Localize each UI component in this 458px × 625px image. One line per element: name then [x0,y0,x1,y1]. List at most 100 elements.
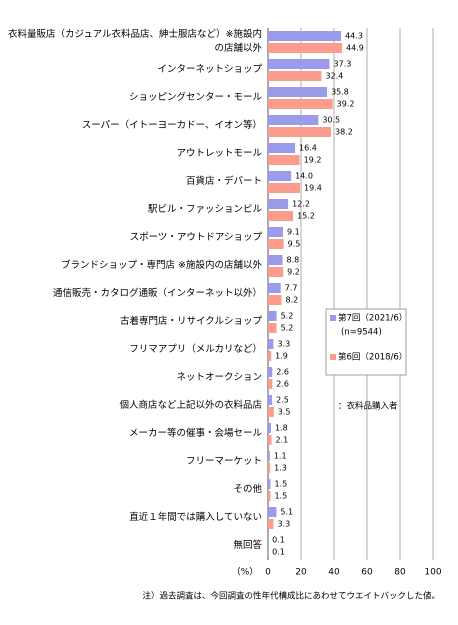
bar [268,435,272,445]
value-label: 1.9 [275,352,288,361]
bar [268,227,284,237]
value-label: 35.8 [331,88,349,97]
category-label: 衣料量販店（カジュアル衣料品店、紳士服店など）※施設内の店舗以外 [7,29,262,54]
bar [268,155,300,165]
value-label: 0.1 [272,548,285,557]
bar [268,59,330,69]
bar [268,379,273,389]
value-label: 0.1 [272,536,285,545]
value-label: 1.1 [274,452,287,461]
value-label: 9.5 [288,240,301,249]
bar [268,451,270,461]
bar [268,295,282,305]
value-label: 1.5 [274,480,287,489]
x-tick-label: 100 [424,568,441,578]
value-label: 19.4 [304,184,322,193]
value-label: 2.6 [276,380,289,389]
value-label: 37.3 [334,60,352,69]
value-label: 2.5 [276,396,289,405]
category-label: アウトレットモール [176,148,262,159]
bar [268,267,284,277]
bar [268,239,284,249]
bar [268,87,328,97]
value-label: 9.1 [287,228,300,237]
category-label: フリマアプリ（メルカリなど） [129,344,262,355]
bar [268,199,289,209]
value-label: 7.7 [285,284,298,293]
bar [268,491,271,501]
bar [268,463,271,473]
value-label: 3.5 [278,408,291,417]
bar [268,183,301,193]
bar [268,99,333,109]
bar [268,351,272,361]
category-label: 百貨店・デパート [185,176,262,187]
footnote: 注）過去調査は、今回調査の性年代構成比にあわせてウエイトバックした値。 [142,591,440,602]
x-unit: （%） [232,567,259,578]
bar [268,407,274,417]
bar [268,519,274,529]
legend-box [325,308,407,376]
bar [268,283,281,293]
bar [268,143,296,153]
bar [268,211,294,221]
category-label: ブランドショップ・専門店 ※施設内の店舗以外 [61,260,262,271]
value-label: 1.8 [275,424,288,433]
category-label: 古着専門店・リサイクルショップ [119,316,262,327]
category-label: スーパー（イトーヨーカドー、イオン等） [81,120,262,131]
category-label: その他 [233,484,262,495]
category-label: フリーマーケット [185,456,262,467]
value-label: 2.1 [275,436,288,445]
category-label: 通信販売・カタログ通販（インターネット以外） [52,288,262,299]
value-label: 5.1 [280,508,293,517]
legend-label: 第7回（2021/6） [338,313,407,324]
value-label: 44.9 [346,44,364,53]
legend-label: 第6回（2018/6） [338,352,407,363]
category-label: スポーツ・アウトドアショップ [129,232,262,243]
value-label: 2.6 [276,368,289,377]
value-label: 3.3 [277,340,290,349]
bar [268,255,283,265]
value-label: 39.2 [337,100,355,109]
bar [268,127,332,137]
bar [268,507,277,517]
value-label: 1.5 [274,492,287,501]
value-label: 38.2 [335,128,353,137]
category-label: メーカー等の催事・会場セール [128,428,262,439]
bar [268,423,271,433]
value-label: 8.8 [287,256,300,265]
value-label: 32.4 [325,72,343,81]
x-tick-label: 60 [361,568,373,578]
bar [268,479,271,489]
value-label: 5.2 [281,324,294,333]
bar [268,323,277,333]
bar [268,31,342,41]
value-label: 15.2 [297,212,315,221]
x-tick-label: 0 [265,568,271,578]
bar [268,367,273,377]
bar [268,43,343,53]
legend-swatch [330,354,336,360]
bar [268,71,322,81]
sample-note: ：衣料品購入者 [338,401,398,412]
x-tick-label: 40 [328,568,340,578]
value-label: 1.3 [274,464,287,473]
bar [268,395,273,405]
value-label: 30.5 [322,116,340,125]
value-label: 16.4 [299,144,317,153]
category-label: 個人商店など上記以外の衣料品店 [119,400,262,411]
value-label: 8.2 [286,296,299,305]
value-label: 14.0 [295,172,313,181]
category-label: 駅ビル・ファッションビル [147,204,262,215]
category-label: ネットオークション [176,372,262,383]
bar [268,171,292,181]
value-label: 19.2 [304,156,322,165]
legend-swatch [330,315,336,321]
value-label: 9.2 [287,268,300,277]
value-label: 44.3 [345,32,363,41]
bar [268,311,277,321]
category-label: インターネットショップ [157,64,262,75]
x-tick-label: 80 [394,568,406,578]
